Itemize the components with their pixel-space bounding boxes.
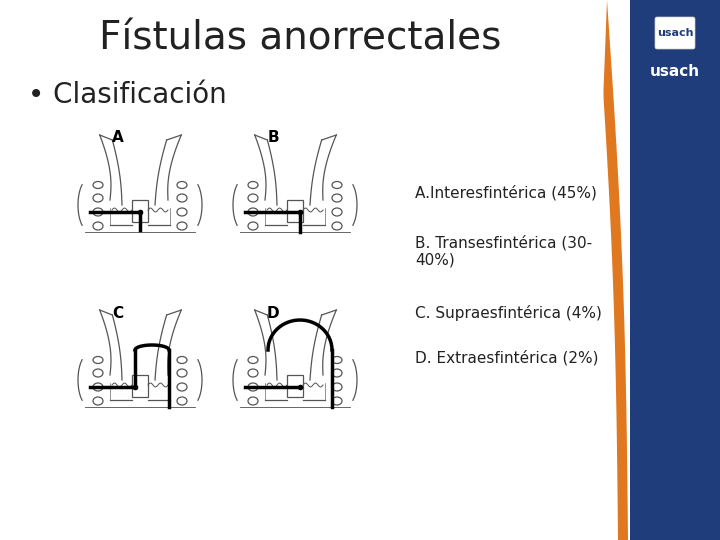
Polygon shape (630, 0, 720, 540)
FancyBboxPatch shape (655, 17, 695, 49)
Text: D. Extraesfintérica (2%): D. Extraesfintérica (2%) (415, 350, 598, 366)
Polygon shape (0, 0, 607, 540)
Text: A.Interesfintérica (45%): A.Interesfintérica (45%) (415, 185, 597, 200)
Text: usach: usach (657, 28, 693, 38)
Text: C. Supraesfintérica (4%): C. Supraesfintérica (4%) (415, 305, 602, 321)
Text: B. Transesfintérica (30-
40%): B. Transesfintérica (30- 40%) (415, 235, 592, 268)
Text: usach: usach (650, 64, 700, 79)
Text: • Clasificación: • Clasificación (28, 81, 227, 109)
Text: A: A (112, 131, 124, 145)
Text: B: B (267, 131, 279, 145)
Text: D: D (266, 306, 279, 321)
Text: Fístulas anorrectales: Fístulas anorrectales (99, 19, 501, 57)
Text: C: C (112, 306, 124, 321)
Polygon shape (597, 0, 628, 540)
